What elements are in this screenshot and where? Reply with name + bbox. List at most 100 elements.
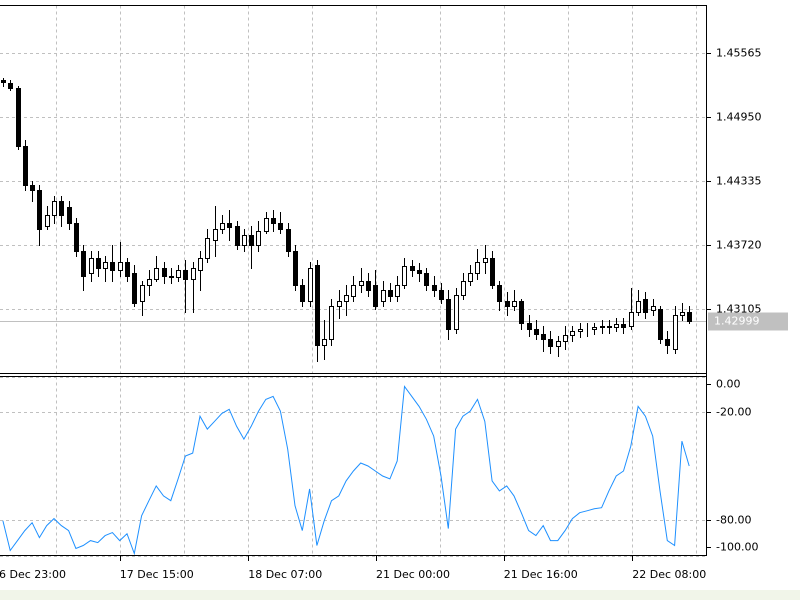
candle-body — [512, 301, 517, 307]
y-tick-label: 1.43105 — [716, 303, 762, 316]
candle-body — [322, 339, 327, 346]
candle-body — [293, 251, 298, 286]
candle-body — [191, 268, 196, 280]
candle-body — [147, 279, 152, 286]
x-tick-label: 17 Dec 15:00 — [120, 568, 194, 581]
candle-body — [169, 276, 174, 278]
candle-body — [308, 268, 313, 302]
candle-body — [140, 285, 145, 302]
candle-body — [176, 270, 181, 278]
candle-body — [74, 223, 79, 252]
y-tick-label: 1.44950 — [716, 111, 762, 124]
axes-layer: 16 Dec 23:00 17 Dec 15:00 18 Dec 07:00 21 D… — [0, 47, 788, 581]
candle-body — [446, 299, 451, 330]
candle-body — [249, 235, 254, 246]
candle-body — [402, 266, 407, 286]
candle-body — [59, 201, 64, 216]
y-tick-label: -80.00 — [716, 514, 751, 527]
candle-body — [395, 285, 400, 297]
candle-body — [483, 258, 488, 263]
x-tick-label: 21 Dec 16:00 — [504, 568, 578, 581]
candle-body — [16, 88, 21, 147]
candle-body — [556, 341, 561, 347]
candle-body — [154, 268, 159, 280]
candle-body — [527, 323, 532, 330]
candle-body — [256, 231, 261, 246]
candle-body — [118, 262, 123, 271]
x-tick-label: 21 Dec 00:00 — [376, 568, 450, 581]
candle-body — [388, 290, 393, 297]
candle-body — [497, 285, 502, 302]
candle-body — [490, 258, 495, 286]
x-tick-label: 22 Dec 08:00 — [632, 568, 706, 581]
y-tick-label: 1.43720 — [716, 239, 762, 252]
candle-body — [439, 290, 444, 300]
candle-body — [592, 327, 597, 330]
candle-body — [110, 262, 115, 271]
candle-body — [607, 326, 612, 328]
candle-body — [366, 281, 371, 291]
y-tick-label: -20.00 — [716, 406, 751, 419]
candle-body — [680, 312, 685, 316]
candle-body — [673, 315, 678, 350]
candle-body — [651, 306, 656, 311]
candle-body — [600, 326, 605, 328]
candle-body — [643, 299, 648, 313]
y-tick-label: 1.45565 — [716, 47, 762, 60]
last-price-label: 1.42999 — [714, 315, 760, 328]
candle-body — [519, 301, 524, 324]
candle-body — [351, 285, 356, 297]
candle-body — [461, 281, 466, 296]
candle-body — [81, 251, 86, 277]
candle-body — [475, 262, 480, 274]
candle-body — [636, 301, 641, 313]
y-tick-label: 1.44335 — [716, 175, 762, 188]
candle-body — [227, 223, 232, 228]
candle-body — [570, 331, 575, 336]
candle-body — [344, 295, 349, 302]
candle-body — [454, 295, 459, 330]
candle-body — [629, 312, 634, 327]
candle-body — [198, 258, 203, 271]
candle-body — [8, 83, 13, 89]
candle-body — [337, 301, 342, 307]
candle-body — [505, 301, 510, 307]
candle-body — [235, 226, 240, 246]
candle-body — [125, 262, 130, 277]
candle-body — [614, 324, 619, 328]
candle-body — [665, 339, 670, 346]
candle-body — [37, 190, 42, 230]
candle-body — [45, 215, 50, 227]
candle-body — [329, 306, 334, 340]
x-tick-label: 18 Dec 07:00 — [248, 568, 322, 581]
x-tick-label: 16 Dec 23:00 — [0, 568, 66, 581]
candle-body — [52, 201, 57, 216]
candle-body — [67, 207, 72, 224]
candle-body — [213, 229, 218, 241]
candle-body — [687, 312, 692, 322]
candle-body — [621, 324, 626, 328]
status-strip — [0, 590, 800, 600]
candle-body — [89, 258, 94, 274]
candle-body — [132, 273, 137, 304]
candle-body — [410, 266, 415, 271]
candle-body — [271, 218, 276, 224]
candle-body — [205, 238, 210, 259]
candle-body — [541, 334, 546, 340]
candle-body — [381, 290, 386, 302]
candle-body — [183, 270, 188, 280]
candle-body — [424, 273, 429, 286]
candle-body — [373, 285, 378, 307]
candle-body — [96, 258, 101, 269]
candle-body — [264, 218, 269, 232]
candle-body — [278, 223, 283, 230]
candle-body — [468, 273, 473, 282]
candle-body — [548, 339, 553, 347]
candle-body — [103, 262, 108, 269]
candle-body — [563, 335, 568, 342]
candle-body — [30, 185, 35, 191]
candle-body — [417, 270, 422, 274]
last-price-box — [708, 312, 788, 331]
